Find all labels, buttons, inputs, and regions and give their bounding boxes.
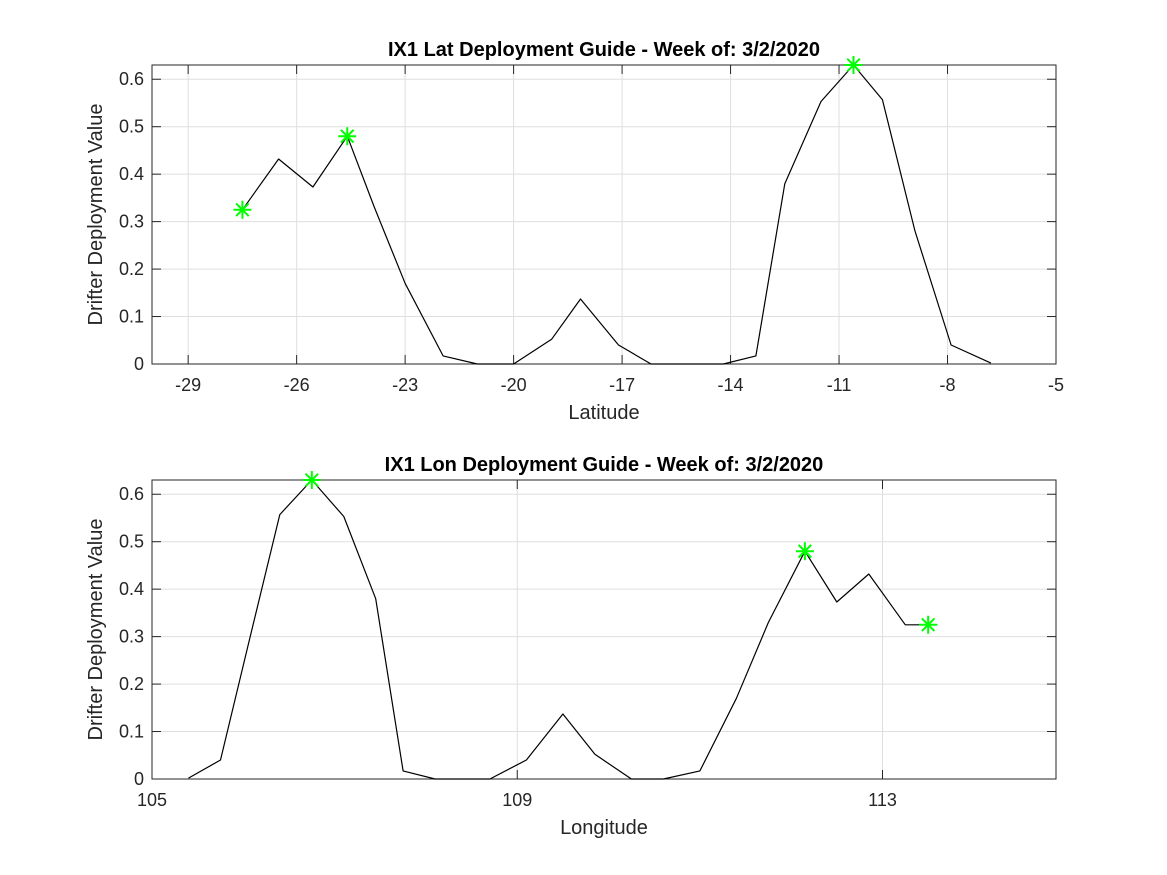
lat-y-tick-label: 0 — [134, 354, 144, 374]
lon-y-tick-label: 0.4 — [119, 579, 144, 599]
lon-y-tick-label: 0.2 — [119, 674, 144, 694]
lon-y-axis-label: Drifter Deployment Value — [85, 519, 107, 741]
lon-y-tick-label: 0.3 — [119, 627, 144, 647]
lon-y-tick-label: 0.6 — [119, 484, 144, 504]
lon-y-tick-label: 0 — [134, 769, 144, 789]
lat-plot-area — [152, 65, 1056, 364]
lat-x-tick-label: -23 — [392, 375, 418, 395]
lat-chart-title: IX1 Lat Deployment Guide - Week of: 3/2/… — [388, 39, 820, 61]
lat-x-tick-label: -29 — [175, 375, 201, 395]
lat-x-tick-label: -20 — [501, 375, 527, 395]
lon-plot-area — [152, 480, 1056, 779]
lon-series-line — [188, 479, 938, 780]
lon-asterisk-marker — [795, 542, 814, 561]
lon-x-axis-label: Longitude — [560, 817, 648, 839]
lon-asterisk-marker — [919, 615, 938, 634]
lon-chart-title: IX1 Lon Deployment Guide - Week of: 3/2/… — [385, 454, 824, 476]
lat-x-tick-label: -14 — [718, 375, 744, 395]
lon-x-tick-label: 105 — [137, 790, 167, 810]
lat-y-tick-label: 0.6 — [119, 69, 144, 89]
lon-asterisk-marker — [302, 471, 321, 489]
lat-series-line — [241, 64, 992, 365]
lon-x-tick-label: 109 — [502, 790, 532, 810]
lat-x-tick-label: -11 — [827, 375, 852, 395]
lat-x-tick-label: -5 — [1048, 375, 1064, 395]
lat-asterisk-marker — [338, 127, 357, 146]
lon-y-tick-label: 0.5 — [119, 532, 144, 552]
lat-axes-box — [151, 64, 1057, 365]
lat-y-tick-label: 0.3 — [119, 212, 144, 232]
lat-asterisk-marker — [844, 56, 863, 74]
lat-asterisk-marker — [233, 200, 252, 219]
lat-y-tick-label: 0.4 — [119, 164, 144, 184]
lon-chart-panel: 105 109 113 0 0.1 0.2 0.3 0.4 0.5 0.6 IX1 Lon Depl… — [85, 454, 1057, 839]
lon-axes-box — [151, 479, 1057, 780]
lat-y-tick-label: 0.1 — [119, 307, 144, 327]
lon-y-tick-label: 0.1 — [119, 722, 144, 742]
lat-x-axis-label: Latitude — [568, 402, 639, 424]
lat-x-tick-label: -8 — [940, 375, 956, 395]
lat-x-tick-label: -26 — [284, 375, 310, 395]
lat-y-axis-label: Drifter Deployment Value — [85, 104, 107, 326]
lat-chart-panel: -29 -26 -23 -20 -17 -14 -11 -8 -5 0 0.1 0.2 0.3 0.4 0.… — [85, 39, 1064, 424]
lon-x-tick-label: 113 — [868, 790, 897, 810]
lat-y-tick-label: 0.2 — [119, 259, 144, 279]
lat-y-tick-label: 0.5 — [119, 117, 144, 137]
lat-x-tick-label: -17 — [609, 375, 635, 395]
